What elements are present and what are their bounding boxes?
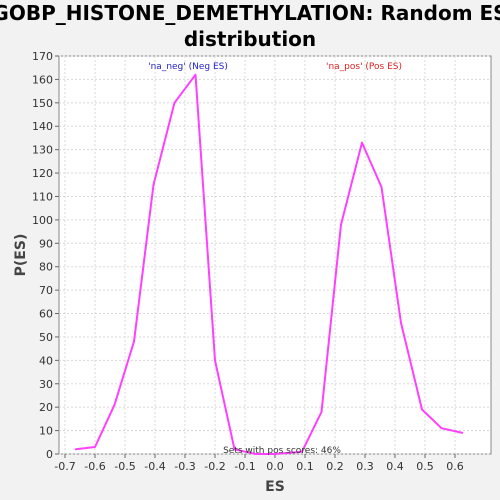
series-layer xyxy=(74,73,464,455)
data-point xyxy=(340,223,342,226)
y-tick-label: 50 xyxy=(39,331,53,344)
annotation-pos-es: 'na_pos' (Pos ES) xyxy=(326,62,402,72)
data-point xyxy=(74,448,77,451)
data-point xyxy=(361,141,363,144)
data-point xyxy=(214,359,216,362)
axes: -0.7 -0.6 -0.5 -0.4 -0.3 -0.2 -0.1 0.0 0.1 0.2 0.3… xyxy=(32,50,464,473)
x-tick-label: -0.5 xyxy=(114,460,135,473)
data-point xyxy=(274,453,276,455)
data-point xyxy=(173,102,176,104)
x-tick-label: 0.4 xyxy=(386,460,404,473)
annotation-pos-scores: Sets with pos scores: 46% xyxy=(223,446,341,456)
x-tick-label: -0.1 xyxy=(234,460,255,473)
chart-title-line-1: GOBP_HISTONE_DEMETHYLATION: Random ES xyxy=(0,1,500,25)
y-tick-label: 130 xyxy=(32,144,53,157)
data-point xyxy=(113,404,116,406)
data-point xyxy=(440,427,443,430)
data-point xyxy=(461,432,464,434)
y-tick-label: 160 xyxy=(32,73,53,86)
y-tick-label: 100 xyxy=(32,214,53,227)
x-tick-label: 0.2 xyxy=(326,460,344,473)
series-line xyxy=(75,73,463,455)
data-point xyxy=(152,183,155,186)
x-axis-label: ES xyxy=(265,479,285,495)
x-tick-label: -0.2 xyxy=(204,460,225,473)
plot-area xyxy=(58,55,492,455)
y-tick-label: 90 xyxy=(39,237,53,250)
y-axis-label: P(ES) xyxy=(13,234,29,277)
annotation-neg-es: 'na_neg' (Neg ES) xyxy=(148,62,228,72)
data-point xyxy=(380,186,383,188)
y-tick-label: 20 xyxy=(39,401,53,414)
y-tick-label: 10 xyxy=(39,425,53,438)
x-tick-label: 0.0 xyxy=(266,460,284,473)
y-tick-label: 170 xyxy=(32,50,53,63)
y-tick-label: 120 xyxy=(32,167,53,180)
y-tick-label: 60 xyxy=(39,308,53,321)
x-tick-label: -0.3 xyxy=(174,460,195,473)
data-point xyxy=(301,450,303,453)
x-tick-label: -0.7 xyxy=(54,460,75,473)
y-tick-label: 110 xyxy=(32,190,53,203)
data-point xyxy=(421,408,423,411)
chart-title-line-2: distribution xyxy=(184,27,316,51)
x-tick-label: 0.3 xyxy=(356,460,374,473)
y-tick-label: 0 xyxy=(46,448,53,461)
x-tick-label: 0.1 xyxy=(296,460,314,473)
y-tick-label: 70 xyxy=(39,284,53,297)
y-tick-label: 40 xyxy=(39,354,53,367)
data-point xyxy=(320,411,323,413)
y-tick-label: 150 xyxy=(32,97,53,110)
data-point xyxy=(233,448,236,451)
data-point xyxy=(254,453,257,455)
x-tick-label: -0.6 xyxy=(84,460,105,473)
x-tick-label: -0.4 xyxy=(144,460,165,473)
y-tick-label: 30 xyxy=(39,378,53,391)
data-point xyxy=(400,322,402,324)
y-tick-label: 80 xyxy=(39,261,53,274)
grid xyxy=(59,55,491,455)
data-point xyxy=(133,340,135,343)
data-point xyxy=(194,73,197,76)
x-tick-label: 0.5 xyxy=(416,460,434,473)
y-tick-label: 140 xyxy=(32,120,53,133)
x-tick-label: 0.6 xyxy=(446,460,464,473)
data-point xyxy=(94,446,96,448)
